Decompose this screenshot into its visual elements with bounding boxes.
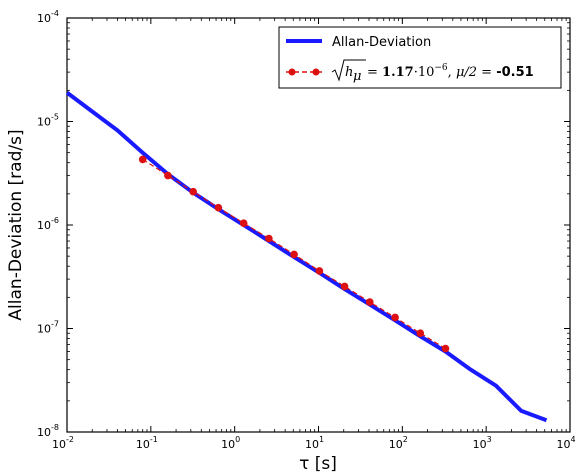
fit-point-10 xyxy=(391,313,399,322)
fit-point-4 xyxy=(239,219,248,227)
x-tick-label-0: 10-2 xyxy=(52,435,74,451)
legend-marker-fit-left xyxy=(288,68,296,76)
x-tick-label-2: 100 xyxy=(221,435,240,451)
fit-point-11 xyxy=(416,329,425,338)
y-tick-label-0: 10-8 xyxy=(37,423,59,439)
legend: Allan-Deviation h μ = 1.17·10−6, μ/2 = -… xyxy=(278,26,562,89)
y-tick-label-1: 10-7 xyxy=(37,320,59,336)
legend-fit-times: ·10 xyxy=(414,65,435,80)
fit-point-6 xyxy=(290,250,298,259)
x-tick-label-6: 104 xyxy=(556,435,575,451)
legend-marker-fit-right xyxy=(312,68,320,76)
fit-point-2 xyxy=(189,187,197,196)
legend-fit-value: 1.17 xyxy=(382,65,414,80)
legend-fit-mu: μ/2 xyxy=(456,65,477,80)
legend-fit-exp: −6 xyxy=(434,63,448,73)
x-tick-label-1: 10-1 xyxy=(136,435,158,451)
x-axis-ticks: 10-2 10-1 100 101 102 103 104 xyxy=(52,18,576,451)
legend-fit-eq2: = xyxy=(477,65,496,80)
x-tick-label-5: 103 xyxy=(473,435,492,451)
series-layer xyxy=(65,90,548,423)
legend-fit-coef-sub: μ xyxy=(353,69,361,84)
fit-point-1 xyxy=(164,171,172,180)
y-tick-label-4: 10-4 xyxy=(37,9,59,25)
x-axis-label: τ [s] xyxy=(299,454,337,474)
fit-point-3 xyxy=(214,203,223,212)
y-tick-label-2: 10-6 xyxy=(37,216,59,232)
fit-point-0 xyxy=(138,155,147,164)
legend-label-allan-deviation: Allan-Deviation xyxy=(332,35,431,50)
legend-fit-label: = 1.17·10−6, μ/2 = -0.51 xyxy=(367,63,534,80)
legend-fit-eq: = xyxy=(367,65,382,80)
y-axis-label: Allan-Deviation [rad/s] xyxy=(6,129,26,320)
x-tick-label-3: 101 xyxy=(305,435,324,451)
series-allan-deviation-line xyxy=(65,90,548,423)
fit-point-12 xyxy=(441,344,450,353)
fit-point-5 xyxy=(265,234,273,243)
legend-fit-sep: , xyxy=(448,65,456,80)
fit-point-7 xyxy=(315,267,324,275)
fit-point-9 xyxy=(366,298,374,306)
legend-fit-value2: -0.51 xyxy=(496,65,533,80)
legend-fit-coef: h xyxy=(345,65,353,80)
legend-box xyxy=(278,26,562,89)
y-tick-label-3: 10-5 xyxy=(37,113,59,129)
sqrt-symbol-icon xyxy=(331,59,366,82)
y-axis-ticks: 10-8 10-7 10-6 10-5 10-4 xyxy=(37,9,570,439)
fit-point-8 xyxy=(340,282,349,291)
x-tick-label-4: 102 xyxy=(389,435,408,451)
